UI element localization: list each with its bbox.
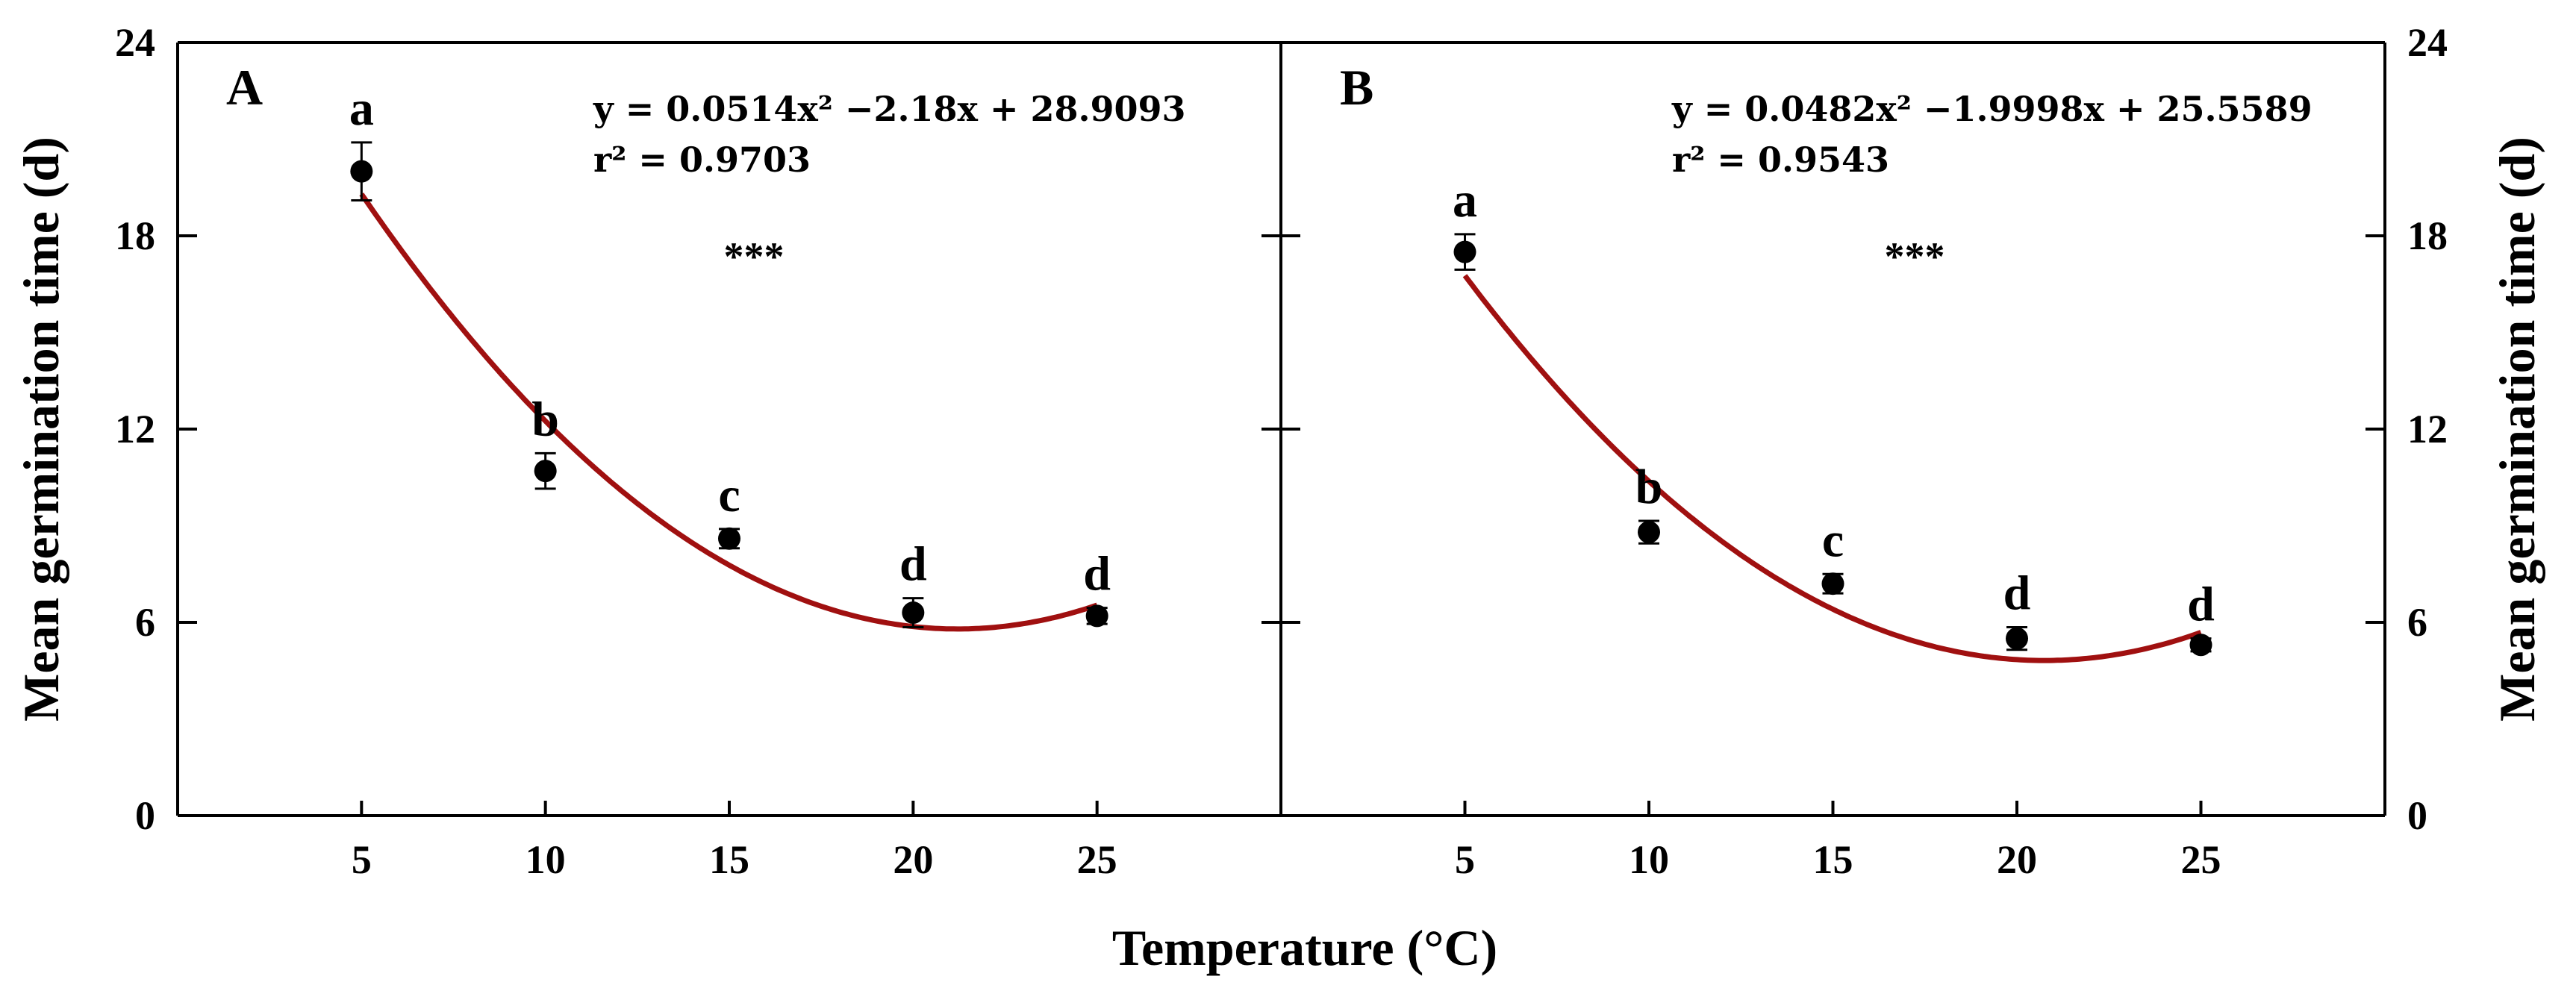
panel-a-significance-letter: d: [1083, 547, 1111, 601]
panel-a-y-tick-label: 12: [115, 407, 155, 451]
panel-b-x-tick-label: 25: [2181, 837, 2221, 882]
panel-a-significance-letter: a: [349, 81, 374, 136]
panel-b-significance: ***: [1885, 234, 1945, 279]
panel-b-y-tick-label: 12: [2407, 407, 2448, 451]
panel-b-data-point: [1638, 521, 1660, 544]
panel-b-x-tick-label: 10: [1629, 837, 1669, 882]
panel-a-data-point: [1085, 604, 1108, 628]
panel-b-data-point: [2006, 627, 2028, 650]
panel-a-fit-curve: [359, 193, 1098, 632]
panel-b-fit-curve: [1462, 274, 2202, 663]
x-axis-title: Temperature (°C): [1112, 919, 1497, 976]
panel-b-y-tick-label: 0: [2407, 793, 2427, 838]
panel-b-x-tick-label: 15: [1813, 837, 1853, 882]
panel-b-equation: y = 0.0482x² −1.9998x + 25.5589: [1671, 89, 2313, 129]
panel-a-significance-letter: c: [718, 468, 740, 522]
panel-b-label: B: [1340, 59, 1373, 116]
panel-a-y-tick-label: 0: [135, 793, 155, 838]
panel-a-significance-letter: b: [531, 392, 559, 446]
panel-b-significance-letter: b: [1635, 460, 1663, 514]
panel-b-x-tick-label: 20: [1997, 837, 2037, 882]
ticks-layer: 5 10 15 20 25 0 6 12 18 24 5 10 15 20 25 0 6 12 18 24: [115, 20, 2448, 882]
y-axis-title-left: Mean germination time (d): [13, 137, 69, 722]
panel-a-x-tick-label: 10: [526, 837, 566, 882]
panel-a-label: A: [226, 59, 263, 116]
panel-a-y-tick-label: 24: [115, 20, 155, 65]
panel-b-data-point: [2189, 634, 2212, 657]
marks-layer: a b c d d a b c d d: [349, 81, 2215, 663]
panel-b-y-tick-label: 24: [2407, 20, 2448, 65]
panel-a-data-point: [718, 527, 740, 550]
panel-b-data-point: [1821, 572, 1844, 595]
panel-a-significance-letter: d: [899, 537, 927, 592]
panel-b-r2: r² = 0.9543: [1672, 140, 1889, 180]
panel-a-x-tick-label: 15: [709, 837, 749, 882]
panel-b-significance-letter: d: [2187, 578, 2215, 632]
panel-b-significance-letter: c: [1822, 513, 1844, 567]
panel-a-y-tick-label: 18: [115, 213, 155, 258]
panel-a-equation: y = 0.0514x² −2.18x + 28.9093: [593, 89, 1186, 129]
panel-b-y-tick-label: 6: [2407, 600, 2427, 645]
panel-b-x-tick-label: 5: [1455, 837, 1475, 882]
panel-b-data-point: [1453, 240, 1476, 263]
panel-a-data-point: [350, 160, 373, 183]
panel-a-y-tick-label: 6: [135, 600, 155, 645]
panel-a-data-point: [902, 601, 925, 625]
panel-b-y-tick-label: 18: [2407, 213, 2448, 258]
panel-a-significance: ***: [724, 234, 785, 279]
panel-a-data-point: [534, 460, 557, 483]
panel-a-x-tick-label: 20: [893, 837, 933, 882]
panel-b-significance-letter: a: [1453, 173, 1477, 228]
panel-a-x-tick-label: 25: [1077, 837, 1117, 882]
y-axis-title-right: Mean germination time (d): [2489, 137, 2545, 722]
panel-a-r2: r² = 0.9703: [593, 140, 811, 180]
panel-a-x-tick-label: 5: [352, 837, 372, 882]
panel-b-significance-letter: d: [2003, 566, 2031, 620]
